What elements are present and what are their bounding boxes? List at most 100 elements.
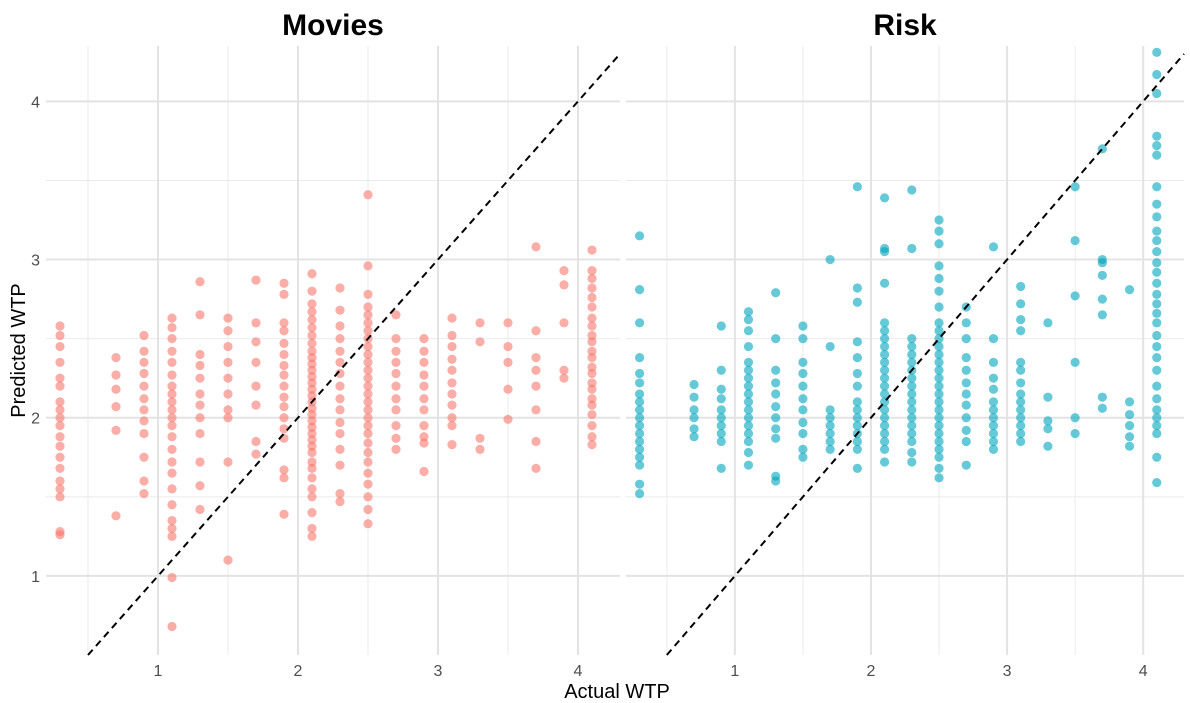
data-point — [55, 432, 65, 442]
data-point — [743, 307, 754, 317]
data-point — [1152, 182, 1162, 192]
data-point — [852, 405, 862, 415]
y-tick-labels: 1 2 3 4 — [31, 94, 40, 586]
data-point — [279, 338, 289, 348]
data-point — [167, 621, 177, 632]
data-point — [587, 245, 597, 255]
data-point — [988, 436, 999, 447]
data-point — [167, 397, 177, 407]
data-point — [55, 421, 65, 431]
data-point — [1152, 318, 1162, 328]
data-point — [934, 302, 944, 312]
data-point — [307, 473, 317, 483]
data-point — [475, 318, 485, 328]
data-point — [55, 476, 65, 486]
data-point — [335, 405, 345, 415]
data-point — [363, 357, 373, 367]
data-point — [1070, 235, 1080, 246]
data-point — [363, 479, 373, 489]
data-point — [1152, 212, 1162, 222]
data-point — [934, 318, 944, 328]
minor-grid-movies — [46, 46, 620, 655]
data-point — [195, 428, 205, 439]
data-point — [167, 468, 177, 478]
data-point — [251, 436, 261, 447]
data-point — [335, 321, 345, 331]
data-point — [587, 292, 597, 303]
data-point — [475, 433, 485, 443]
data-point — [223, 313, 233, 323]
data-point — [139, 357, 149, 367]
data-point — [447, 365, 457, 375]
data-point — [1152, 267, 1162, 277]
data-point — [335, 283, 345, 293]
data-point — [1016, 326, 1026, 336]
data-point — [1152, 353, 1162, 363]
data-point — [167, 515, 177, 526]
data-point — [195, 310, 205, 320]
data-point — [363, 365, 373, 375]
data-point — [1016, 413, 1026, 423]
data-point — [307, 372, 317, 382]
data-point — [689, 432, 699, 442]
data-point — [307, 378, 317, 388]
data-point — [223, 373, 233, 383]
data-point — [743, 389, 754, 399]
data-point — [279, 402, 289, 412]
data-point — [689, 379, 699, 390]
data-point — [907, 349, 917, 360]
data-point — [689, 392, 699, 402]
data-point — [798, 321, 808, 331]
data-point — [307, 353, 317, 363]
data-point — [363, 504, 373, 515]
data-point — [1124, 397, 1135, 407]
data-point — [907, 436, 917, 447]
data-point — [1043, 424, 1053, 434]
data-point — [335, 346, 345, 356]
data-point — [716, 394, 726, 404]
data-point — [1152, 199, 1162, 209]
minor-grid-risk — [626, 46, 1184, 655]
data-point — [798, 405, 808, 415]
data-point — [1152, 452, 1162, 462]
data-point — [934, 341, 944, 352]
data-point — [307, 457, 317, 467]
data-point — [139, 405, 149, 415]
data-point — [195, 413, 205, 423]
data-point — [961, 378, 971, 388]
data-point — [1016, 365, 1026, 375]
data-point — [879, 373, 890, 383]
data-point — [307, 338, 317, 348]
data-point — [139, 368, 149, 379]
data-point — [111, 402, 121, 412]
data-point — [1124, 285, 1135, 295]
data-point — [447, 330, 457, 341]
data-point — [1152, 278, 1162, 288]
data-point — [771, 378, 781, 388]
data-point — [852, 368, 862, 379]
data-point — [307, 492, 317, 502]
data-point — [934, 273, 944, 284]
data-point — [307, 384, 317, 394]
data-point — [635, 353, 645, 363]
data-point — [1124, 421, 1135, 431]
data-point — [1016, 436, 1026, 447]
data-point — [279, 509, 289, 519]
data-point — [167, 381, 177, 391]
data-point — [1152, 394, 1162, 404]
data-point — [1097, 254, 1107, 265]
data-point — [852, 436, 862, 447]
data-point — [167, 421, 177, 431]
data-point — [771, 389, 781, 399]
data-point — [335, 489, 345, 499]
data-point — [139, 330, 149, 341]
data-point — [139, 476, 149, 486]
data-point — [1043, 416, 1053, 426]
data-point — [111, 384, 121, 394]
data-point — [635, 452, 645, 462]
x-tick-label: 2 — [867, 663, 876, 680]
data-point — [852, 397, 862, 407]
data-point — [961, 318, 971, 328]
data-point — [167, 572, 177, 583]
data-point — [167, 413, 177, 423]
